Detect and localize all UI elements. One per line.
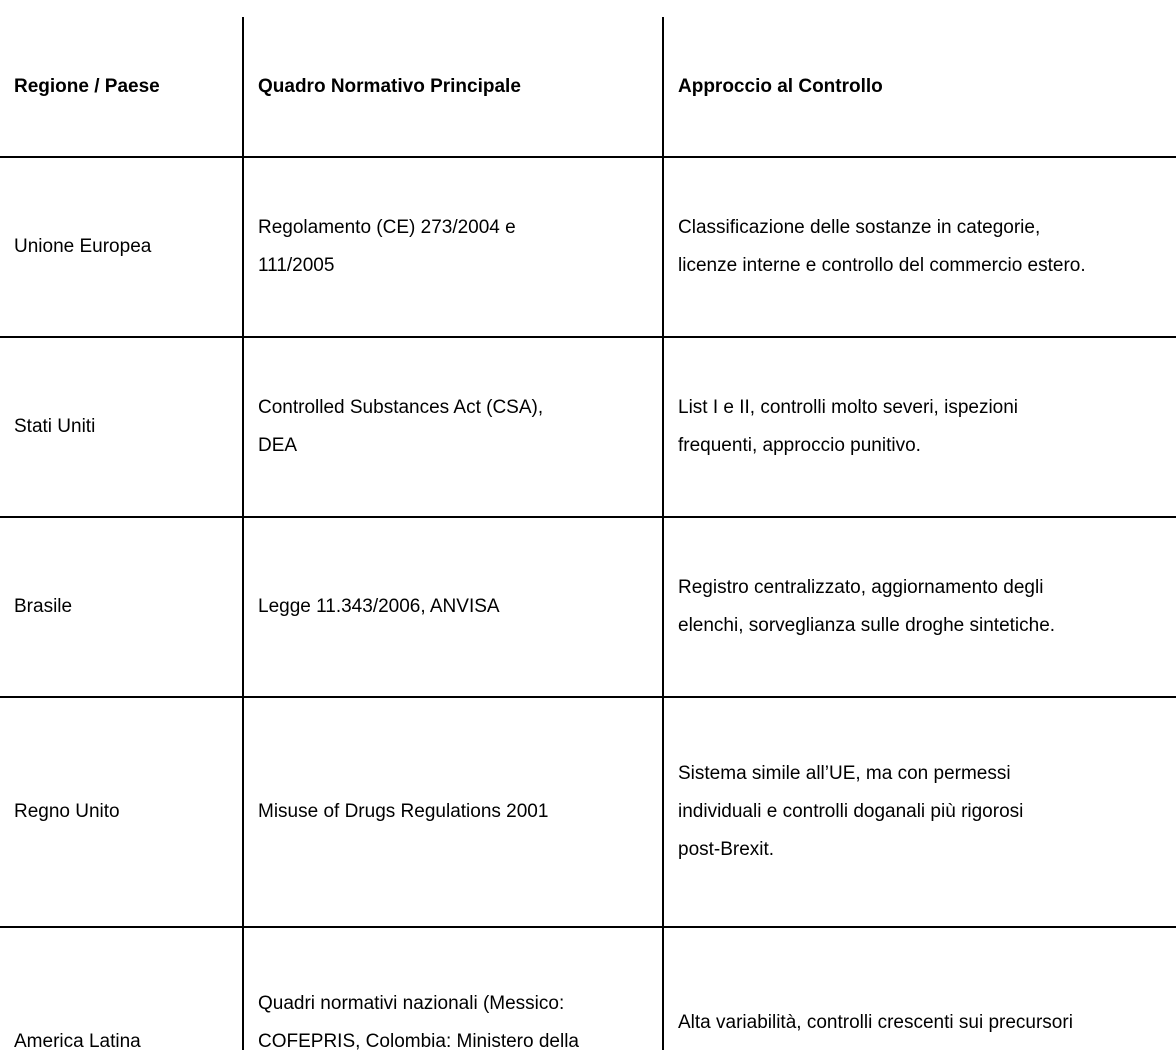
framework-cell: Legge 11.343/2006, ANVISA	[242, 516, 664, 698]
region-cell: Stati Uniti	[0, 336, 244, 518]
header-row: Regione / Paese Quadro Normativo Princip…	[0, 17, 1176, 158]
column-header-approach: Approccio al Controllo	[662, 17, 1176, 158]
regulation-table: Regione / Paese Quadro Normativo Princip…	[0, 17, 1176, 1050]
table-row: Stati Uniti Controlled Substances Act (C…	[0, 336, 1176, 518]
column-header-framework: Quadro Normativo Principale	[242, 17, 664, 158]
framework-cell: Regolamento (CE) 273/2004 e 111/2005	[242, 156, 664, 338]
table-row: Brasile Legge 11.343/2006, ANVISA Regist…	[0, 516, 1176, 698]
approach-cell: Alta variabilità, controlli crescenti su…	[662, 926, 1176, 1050]
region-cell: Unione Europea	[0, 156, 244, 338]
framework-cell: Misuse of Drugs Regulations 2001	[242, 696, 664, 928]
table-row: America Latina Quadri normativi nazional…	[0, 926, 1176, 1050]
approach-cell: Registro centralizzato, aggiornamento de…	[662, 516, 1176, 698]
region-cell: Brasile	[0, 516, 244, 698]
framework-cell: Quadri normativi nazionali (Messico: COF…	[242, 926, 664, 1050]
framework-cell: Controlled Substances Act (CSA), DEA	[242, 336, 664, 518]
table-row: Unione Europea Regolamento (CE) 273/2004…	[0, 156, 1176, 338]
region-cell: America Latina	[0, 926, 244, 1050]
approach-cell: Classificazione delle sostanze in catego…	[662, 156, 1176, 338]
region-cell: Regno Unito	[0, 696, 244, 928]
table-row: Regno Unito Misuse of Drugs Regulations …	[0, 696, 1176, 928]
approach-cell: Sistema simile all’UE, ma con permessi i…	[662, 696, 1176, 928]
column-header-region: Regione / Paese	[0, 17, 244, 158]
approach-cell: List I e II, controlli molto severi, isp…	[662, 336, 1176, 518]
